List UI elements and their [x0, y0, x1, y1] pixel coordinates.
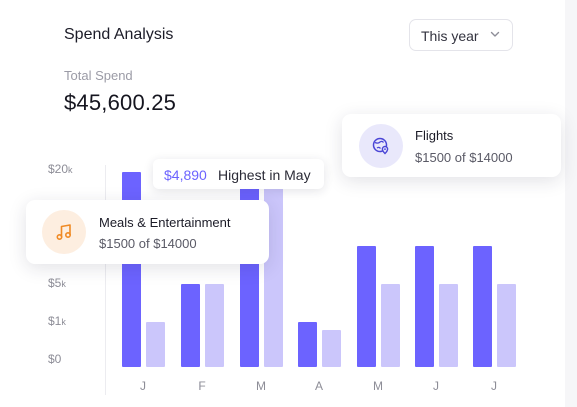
music-note-icon	[56, 224, 72, 241]
total-spend-value: $45,600.25	[64, 90, 177, 115]
meals-tooltip: Meals & Entertainment $1500 of $14000	[26, 200, 269, 264]
meals-name: Meals & Entertainment	[99, 215, 231, 230]
chart-bar[interactable]	[264, 172, 283, 367]
y-tick-unit: k	[68, 165, 73, 175]
chart-bar[interactable]	[415, 246, 434, 367]
y-tick-unit: k	[61, 317, 66, 327]
highest-text: Highest in May	[218, 167, 311, 183]
x-tick-label: J	[140, 379, 146, 393]
meals-icon-circle	[42, 210, 86, 254]
x-tick-label: M	[256, 379, 266, 393]
chart-bar[interactable]	[205, 284, 224, 367]
period-dropdown[interactable]: This year	[409, 19, 513, 51]
flights-tooltip: Flights $1500 of $14000	[342, 114, 561, 177]
x-tick-label: M	[373, 379, 383, 393]
y-tick-label: $0	[48, 352, 90, 366]
y-axis-line	[105, 165, 106, 395]
card-title: Spend Analysis	[64, 26, 174, 43]
period-dropdown-label: This year	[421, 28, 479, 44]
chart-bar[interactable]	[146, 322, 165, 367]
x-tick-label: A	[314, 379, 323, 393]
chart-bar[interactable]	[439, 284, 458, 367]
chevron-down-icon	[490, 31, 500, 37]
x-tick-label: F	[198, 379, 206, 393]
spend-analysis-card: Spend Analysis This year Total Spend $45…	[26, 19, 561, 395]
highest-month-pill: $4,890 Highest in May	[153, 159, 324, 189]
x-tick-label: J	[433, 379, 439, 393]
y-tick-label: $20k	[48, 162, 90, 176]
meals-detail: $1500 of $14000	[99, 236, 197, 251]
globe-pin-icon	[372, 137, 389, 155]
y-tick-label: $5k	[48, 276, 90, 290]
chart-bar[interactable]	[497, 284, 516, 367]
flights-icon-circle	[359, 124, 403, 168]
y-tick-unit: k	[61, 279, 66, 289]
y-tick-number: $20	[48, 162, 69, 176]
flights-detail: $1500 of $14000	[415, 150, 513, 165]
y-tick-number: $0	[48, 352, 62, 366]
x-tick-label: J	[491, 379, 497, 393]
y-tick-number: $1	[48, 314, 62, 328]
chart-bar[interactable]	[357, 246, 376, 367]
flights-name: Flights	[415, 128, 454, 143]
highest-value: $4,890	[164, 167, 207, 183]
y-tick-label: $1k	[48, 314, 90, 328]
chart-bar[interactable]	[381, 284, 400, 367]
chart-bar[interactable]	[181, 284, 200, 367]
chart-bar[interactable]	[473, 246, 492, 367]
y-tick-number: $5	[48, 276, 62, 290]
total-spend-label: Total Spend	[64, 68, 133, 83]
chart-bar[interactable]	[298, 322, 317, 367]
chart-bar[interactable]	[322, 329, 341, 367]
